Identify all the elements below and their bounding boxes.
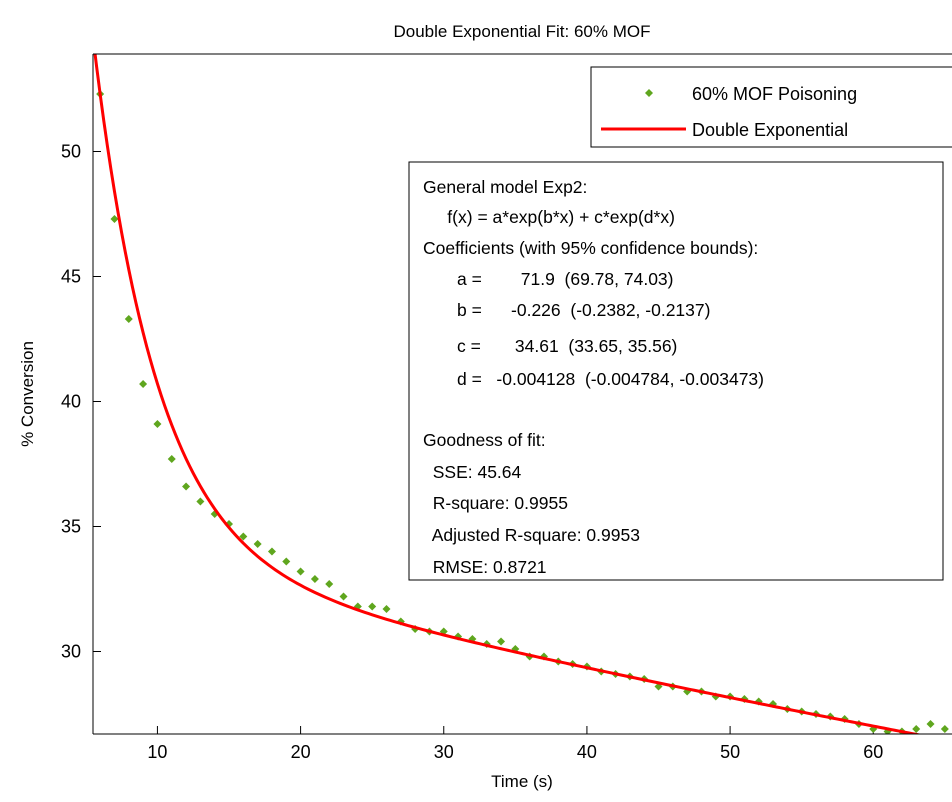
- data-point: [267, 547, 276, 556]
- legend-box: [590, 66, 952, 148]
- annotation-line-4: b = -0.226 (-0.2382, -0.2137): [423, 300, 710, 320]
- data-point: [296, 567, 305, 576]
- y-tick-label: 40: [61, 392, 81, 412]
- y-tick-label: 30: [61, 642, 81, 662]
- data-point: [253, 540, 262, 548]
- data-point: [497, 637, 506, 646]
- data-point: [282, 557, 291, 566]
- y-tick-label: 35: [61, 517, 81, 537]
- data-point: [940, 725, 949, 733]
- data-point: [110, 215, 119, 223]
- annotation-line-6: d = -0.004128 (-0.004784, -0.003473): [423, 369, 764, 389]
- annotation-line-8: Goodness of fit:: [423, 430, 546, 450]
- data-point: [883, 727, 892, 734]
- data-point: [167, 455, 176, 463]
- legend-marker-swatch: [645, 89, 653, 97]
- y-tick-label: 45: [61, 267, 81, 287]
- annotation-line-1: f(x) = a*exp(b*x) + c*exp(d*x): [423, 207, 675, 227]
- data-point: [196, 497, 205, 506]
- annotation-line-0: General model Exp2:: [423, 177, 587, 197]
- legend-label-poisoning: 60% MOF Poisoning: [692, 84, 857, 104]
- data-point: [139, 380, 148, 388]
- data-point: [153, 420, 162, 428]
- data-point: [382, 605, 391, 613]
- data-point: [912, 725, 921, 733]
- x-tick-label: 10: [147, 742, 167, 762]
- chart-title: Double Exponential Fit: 60% MOF: [393, 22, 650, 41]
- data-point: [368, 602, 377, 611]
- annotation-line-9: SSE: 45.64: [423, 462, 522, 482]
- data-point: [339, 592, 348, 601]
- annotation-line-2: Coefficients (with 95% confidence bounds…: [423, 238, 758, 258]
- annotation-line-11: Adjusted R-square: 0.9953: [423, 525, 640, 545]
- y-axis-label: % Conversion: [18, 341, 37, 447]
- legend-label-double-exponential: Double Exponential: [692, 120, 848, 140]
- legend: 60% MOF Poisoning Double Exponential: [590, 66, 952, 148]
- x-tick-label: 20: [291, 742, 311, 762]
- x-axis-label: Time (s): [491, 772, 553, 791]
- data-point: [182, 482, 191, 491]
- x-tick-label: 40: [577, 742, 597, 762]
- axis-ticks: 10 20 30 40 50 60 30 35 40 45 50: [61, 142, 883, 763]
- fit-annotation: General model Exp2: f(x) = a*exp(b*x) + …: [408, 161, 944, 581]
- data-point: [124, 315, 133, 323]
- data-point: [239, 532, 248, 541]
- annotation-line-10: R-square: 0.9955: [423, 493, 568, 513]
- annotation-line-5: c = 34.61 (33.65, 35.56): [423, 336, 677, 356]
- x-tick-label: 60: [863, 742, 883, 762]
- annotation-line-12: RMSE: 0.8721: [423, 557, 547, 577]
- plot-content: [93, 54, 949, 734]
- x-tick-label: 50: [720, 742, 740, 762]
- fit-curve: [93, 54, 923, 734]
- data-point: [325, 580, 334, 588]
- annotation-box: [408, 161, 944, 581]
- x-tick-label: 30: [434, 742, 454, 762]
- data-point: [310, 575, 319, 583]
- annotation-line-3: a = 71.9 (69.78, 74.03): [423, 269, 674, 289]
- y-tick-label: 50: [61, 142, 81, 162]
- data-point: [926, 720, 935, 728]
